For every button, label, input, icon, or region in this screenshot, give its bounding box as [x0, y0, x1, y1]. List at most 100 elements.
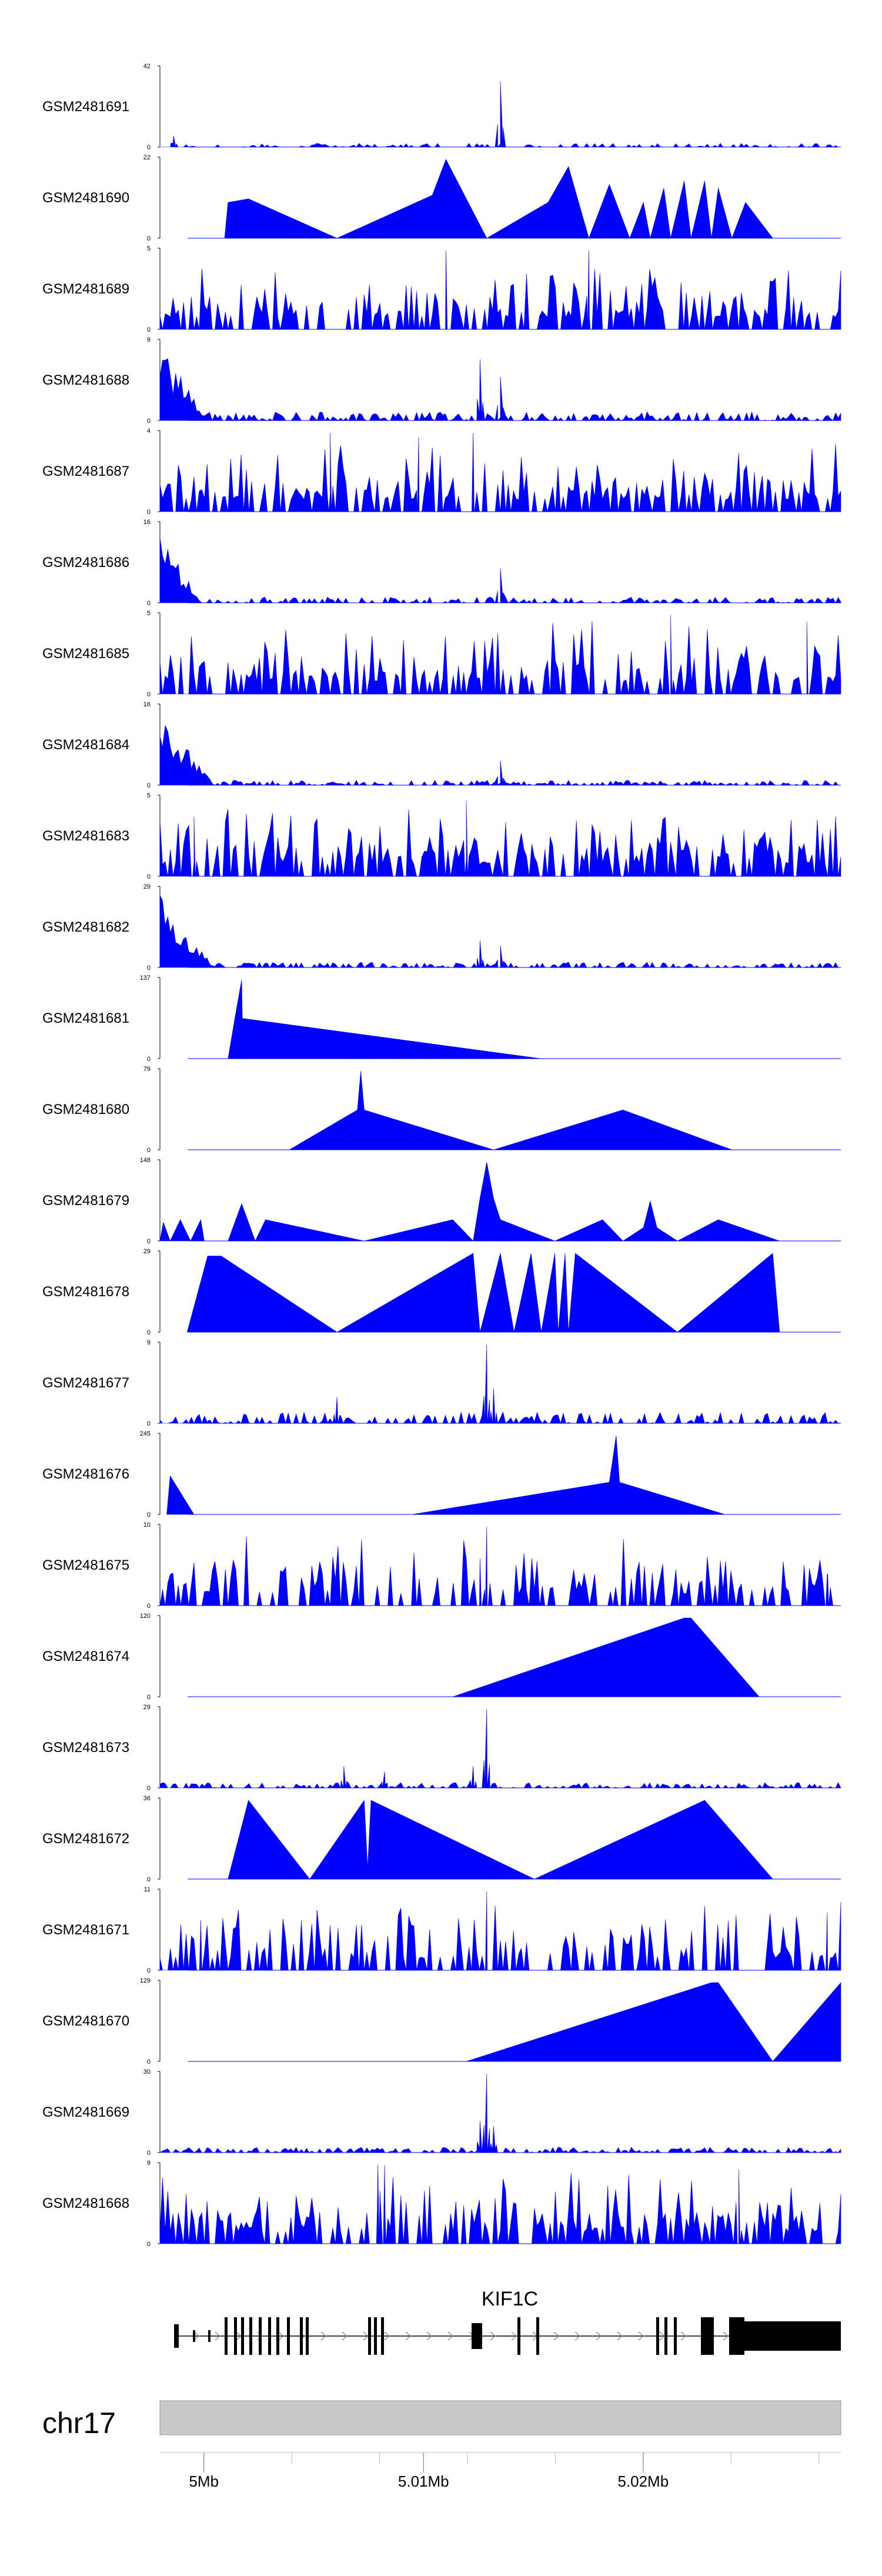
track-GSM2481686: GSM2481686 16 0 — [42, 519, 841, 607]
exon-block — [276, 2317, 279, 2355]
exon-block — [729, 2317, 744, 2355]
track-label: GSM2481687 — [42, 463, 129, 479]
y-max-label: 36 — [143, 1795, 151, 1802]
track-label: GSM2481670 — [42, 2013, 129, 2029]
coverage-area — [159, 1709, 841, 1789]
track-label: GSM2481679 — [42, 1193, 129, 1209]
coverage-area — [159, 1891, 841, 1971]
exon-block — [674, 2317, 677, 2355]
chromosome-ideogram: chr17 — [42, 2400, 841, 2440]
coverage-area — [159, 432, 841, 512]
track-GSM2481677: GSM2481677 9 0 — [42, 1339, 841, 1427]
y-min-label: 0 — [147, 418, 151, 425]
exon-block — [381, 2317, 384, 2355]
track-GSM2481668: GSM2481668 9 0 — [42, 2160, 841, 2248]
track-GSM2481683: GSM2481683 5 0 — [42, 792, 841, 880]
track-GSM2481674: GSM2481674 120 0 — [42, 1613, 841, 1701]
ideogram-band — [159, 2400, 841, 2435]
chromosome-label: chr17 — [42, 2407, 116, 2440]
y-min-label: 0 — [147, 600, 151, 607]
track-label: GSM2481678 — [42, 1284, 129, 1300]
strand-arrow — [638, 2331, 644, 2341]
coverage-area — [187, 1617, 760, 1697]
track-GSM2481679: GSM2481679 148 0 — [42, 1157, 841, 1245]
y-min-label: 0 — [147, 1876, 151, 1883]
data-tracks: GSM2481691420GSM2481690220GSM248168950GS… — [42, 63, 841, 2248]
strand-arrow — [342, 2331, 348, 2341]
genome-tick-label: 5.02Mb — [617, 2472, 669, 2490]
track-label: GSM2481686 — [42, 555, 129, 570]
exon-block — [208, 2330, 211, 2342]
y-min-label: 0 — [147, 2058, 151, 2066]
strand-arrow — [511, 2331, 517, 2341]
y-max-label: 5 — [147, 610, 151, 617]
y-max-label: 10 — [143, 1521, 151, 1529]
strand-arrow — [384, 2331, 390, 2341]
exon-block — [472, 2323, 482, 2349]
track-GSM2481682: GSM2481682 29 0 — [42, 883, 841, 972]
coverage-area — [159, 358, 841, 421]
track-GSM2481681: GSM2481681 137 0 — [42, 975, 841, 1063]
exon-block — [744, 2321, 841, 2351]
y-min-label: 0 — [147, 326, 151, 333]
track-GSM2481680: GSM2481680 79 0 — [42, 1066, 841, 1154]
exon-block — [374, 2317, 377, 2355]
exon-block — [517, 2317, 520, 2355]
genome-axis: 5Mb 5.01Mb 5.02Mb — [160, 2452, 841, 2490]
y-max-label: 129 — [140, 1977, 151, 1984]
track-GSM2481691: GSM2481691 42 0 — [42, 63, 841, 151]
exon-block — [174, 2324, 179, 2348]
y-min-label: 0 — [147, 1056, 151, 1063]
track-GSM2481678: GSM2481678 29 0 — [42, 1248, 841, 1336]
strand-arrow — [723, 2331, 729, 2341]
track-GSM2481688: GSM2481688 9 0 — [42, 336, 841, 425]
exon-block — [664, 2317, 667, 2355]
track-GSM2481690: GSM2481690 22 0 — [42, 154, 841, 242]
track-label: GSM2481671 — [42, 1922, 129, 1938]
track-GSM2481672: GSM2481672 36 0 — [42, 1795, 841, 1883]
y-min-label: 0 — [147, 1603, 151, 1610]
y-max-label: 29 — [143, 883, 151, 890]
track-GSM2481675: GSM2481675 10 0 — [42, 1521, 841, 1610]
y-max-label: 11 — [144, 1886, 151, 1893]
y-max-label: 9 — [147, 2160, 151, 2167]
exon-block — [287, 2317, 290, 2355]
y-max-label: 137 — [140, 975, 151, 982]
y-min-label: 0 — [147, 144, 151, 151]
y-max-label: 5 — [147, 792, 151, 799]
coverage-area — [159, 725, 841, 786]
y-max-label: 9 — [147, 336, 151, 343]
exon-block — [249, 2317, 252, 2355]
track-label: GSM2481673 — [42, 1740, 129, 1756]
y-max-label: 148 — [140, 1157, 151, 1164]
y-min-label: 0 — [147, 1147, 151, 1154]
coverage-area — [159, 1162, 780, 1242]
coverage-area — [166, 1435, 726, 1515]
track-GSM2481669: GSM2481669 30 0 — [42, 2068, 841, 2157]
coverage-area — [159, 250, 841, 330]
track-GSM2481673: GSM2481673 29 0 — [42, 1704, 841, 1792]
exon-block — [225, 2317, 228, 2355]
y-max-label: 120 — [140, 1613, 151, 1620]
track-label: GSM2481683 — [42, 828, 129, 844]
coverage-area — [159, 895, 841, 968]
track-GSM2481689: GSM2481689 5 0 — [42, 245, 841, 333]
strand-arrow — [617, 2331, 623, 2341]
y-min-label: 0 — [147, 1238, 151, 1245]
coverage-area — [159, 615, 841, 695]
exon-block — [268, 2317, 271, 2355]
y-min-label: 0 — [147, 873, 151, 880]
track-GSM2481685: GSM2481685 5 0 — [42, 610, 841, 698]
track-label: GSM2481689 — [42, 281, 129, 297]
y-min-label: 0 — [147, 1785, 151, 1792]
track-label: GSM2481669 — [42, 2104, 129, 2120]
strand-arrow — [320, 2331, 326, 2341]
coverage-area — [186, 1253, 807, 1333]
y-max-label: 5 — [147, 245, 151, 252]
track-label: GSM2481668 — [42, 2195, 129, 2211]
y-max-label: 42 — [143, 63, 151, 70]
y-max-label: 9 — [147, 1339, 151, 1346]
track-label: GSM2481672 — [42, 1831, 129, 1847]
y-min-label: 0 — [147, 2241, 151, 2248]
y-min-label: 0 — [147, 782, 151, 789]
